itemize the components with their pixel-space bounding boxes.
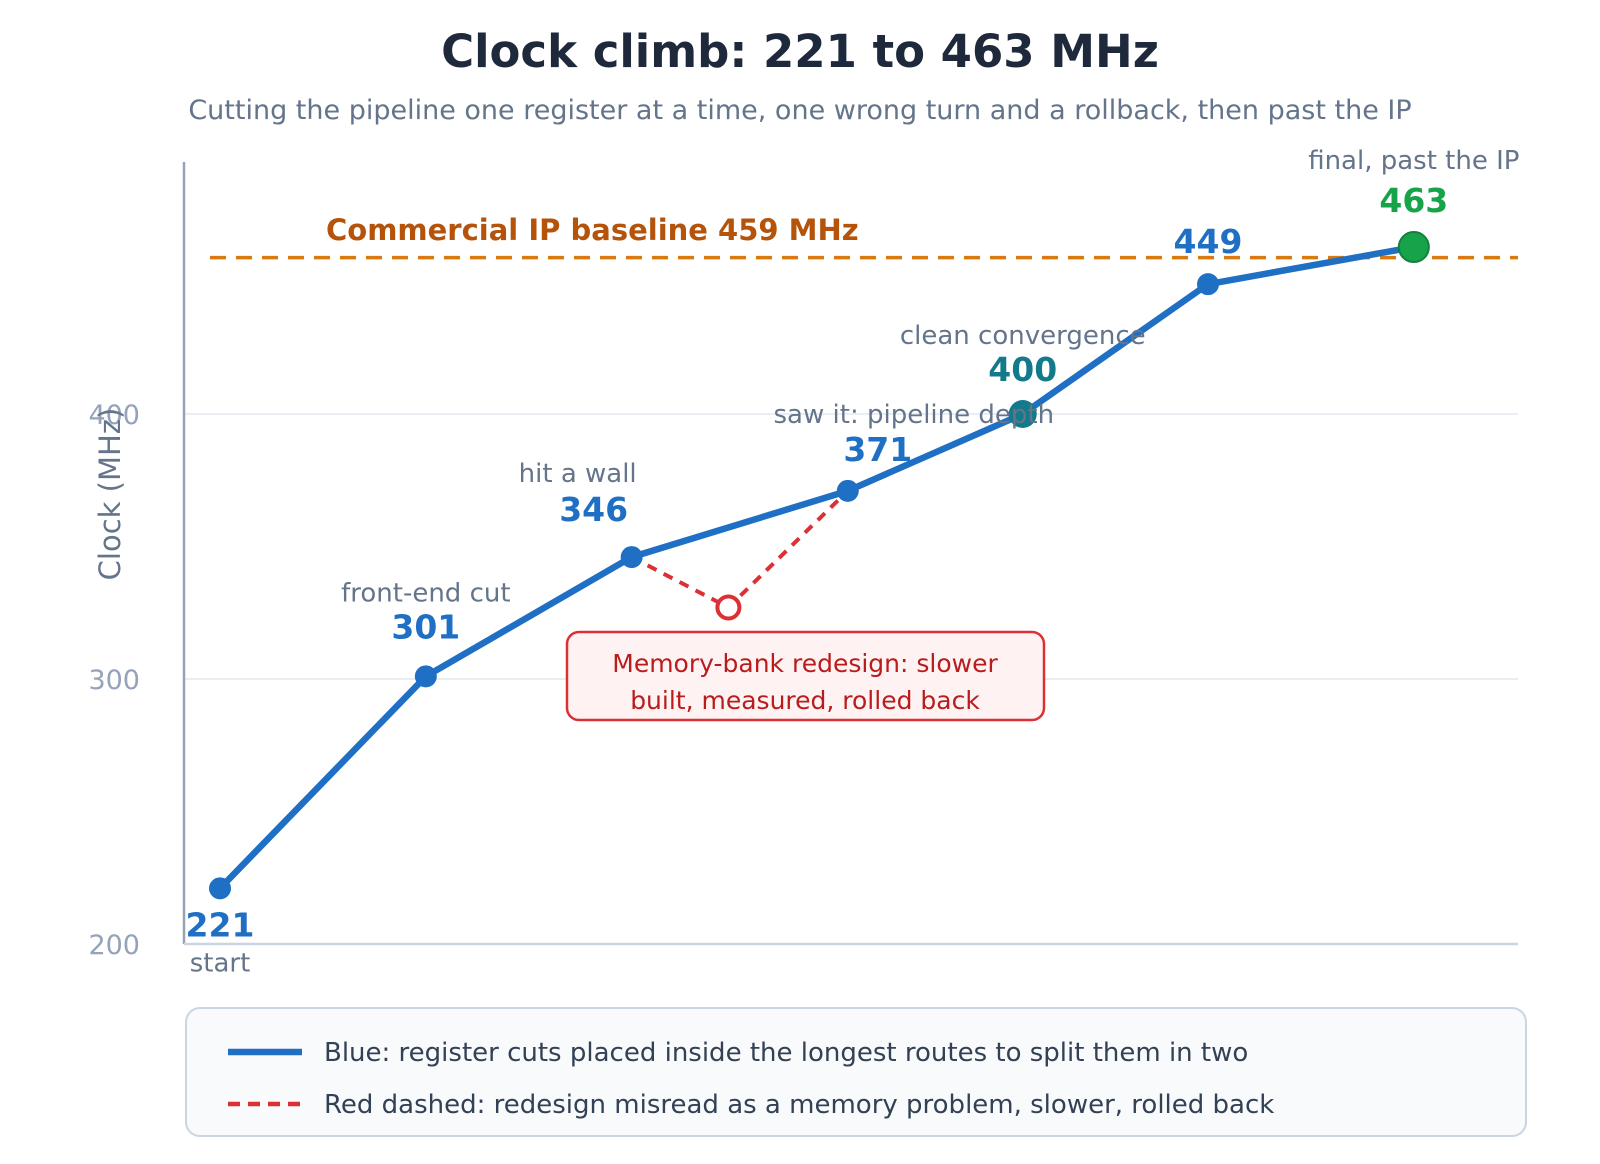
point-note: start xyxy=(190,948,251,978)
data-point xyxy=(209,877,231,900)
data-point xyxy=(620,546,643,569)
data-point xyxy=(1397,231,1430,264)
point-note: saw it: pipeline depth xyxy=(774,400,1055,430)
data-label: 449 xyxy=(1174,222,1243,261)
callout-text: built, measured, rolled back xyxy=(630,686,980,715)
data-point xyxy=(836,479,859,502)
data-point xyxy=(414,665,437,688)
legend-layer: Blue: register cuts placed inside the lo… xyxy=(185,1007,1527,1137)
callout-box xyxy=(565,630,1046,722)
main-line xyxy=(216,243,1418,892)
callout-layer: Memory-bank redesign: slower built, measu… xyxy=(565,630,1046,722)
data-label: 221 xyxy=(186,905,255,944)
point-note: final, past the IP xyxy=(1308,146,1519,176)
data-label: 346 xyxy=(559,490,628,529)
baseline-layer: Commercial IP baseline 459 MHz xyxy=(210,213,1518,260)
y-tick-label: 200 xyxy=(88,930,140,961)
legend-label: Red dashed: redesign misread as a memory… xyxy=(324,1090,1274,1120)
data-label: 400 xyxy=(988,350,1057,389)
chart-title: Clock climb: 221 to 463 MHz xyxy=(441,25,1159,78)
baseline-label: Commercial IP baseline 459 MHz xyxy=(326,213,859,247)
callout-text: Memory-bank redesign: slower xyxy=(612,649,998,678)
legend-box xyxy=(185,1007,1527,1137)
y-tick-label: 300 xyxy=(88,665,140,696)
series-layer xyxy=(209,231,1430,900)
y-axis-label: Clock (MHz) xyxy=(93,408,127,581)
y-tick-label: 400 xyxy=(88,400,140,431)
legend-label: Blue: register cuts placed inside the lo… xyxy=(324,1038,1248,1068)
point-note: hit a wall xyxy=(519,459,637,489)
data-point xyxy=(1008,400,1037,428)
detour-point xyxy=(715,594,742,621)
data-label: 371 xyxy=(843,430,912,469)
chart-subtitle: Cutting the pipeline one register at a t… xyxy=(188,95,1411,126)
point-note: clean convergence xyxy=(900,321,1146,351)
point-note: front-end cut xyxy=(341,578,510,608)
data-label: 301 xyxy=(391,607,460,646)
data-point xyxy=(1197,273,1219,296)
data-label: 463 xyxy=(1379,181,1448,220)
